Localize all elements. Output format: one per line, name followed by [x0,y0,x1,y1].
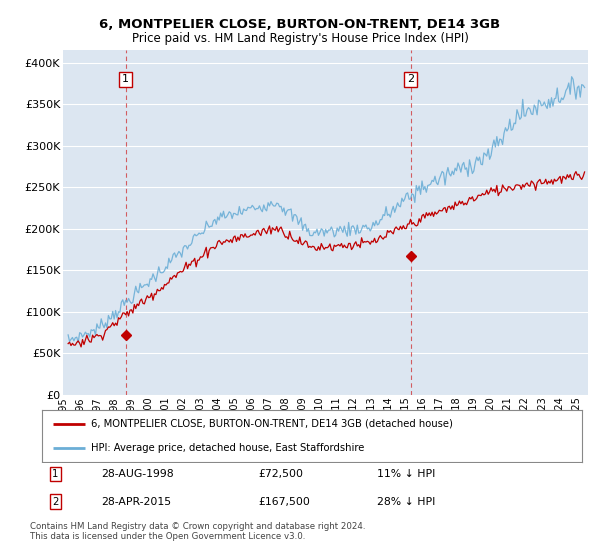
Text: This data is licensed under the Open Government Licence v3.0.: This data is licensed under the Open Gov… [30,532,305,541]
Text: £72,500: £72,500 [258,469,303,479]
Text: 28-AUG-1998: 28-AUG-1998 [101,469,174,479]
Text: 6, MONTPELIER CLOSE, BURTON-ON-TRENT, DE14 3GB: 6, MONTPELIER CLOSE, BURTON-ON-TRENT, DE… [100,18,500,31]
Text: HPI: Average price, detached house, East Staffordshire: HPI: Average price, detached house, East… [91,443,364,453]
Text: Contains HM Land Registry data © Crown copyright and database right 2024.: Contains HM Land Registry data © Crown c… [30,522,365,531]
Text: 1: 1 [52,469,59,479]
Text: 11% ↓ HPI: 11% ↓ HPI [377,469,435,479]
Text: £167,500: £167,500 [258,497,310,507]
Text: 28-APR-2015: 28-APR-2015 [101,497,172,507]
Text: 28% ↓ HPI: 28% ↓ HPI [377,497,435,507]
Text: 2: 2 [52,497,59,507]
Text: 1: 1 [122,74,129,85]
Text: 6, MONTPELIER CLOSE, BURTON-ON-TRENT, DE14 3GB (detached house): 6, MONTPELIER CLOSE, BURTON-ON-TRENT, DE… [91,419,452,429]
Text: Price paid vs. HM Land Registry's House Price Index (HPI): Price paid vs. HM Land Registry's House … [131,32,469,45]
Text: 2: 2 [407,74,414,85]
